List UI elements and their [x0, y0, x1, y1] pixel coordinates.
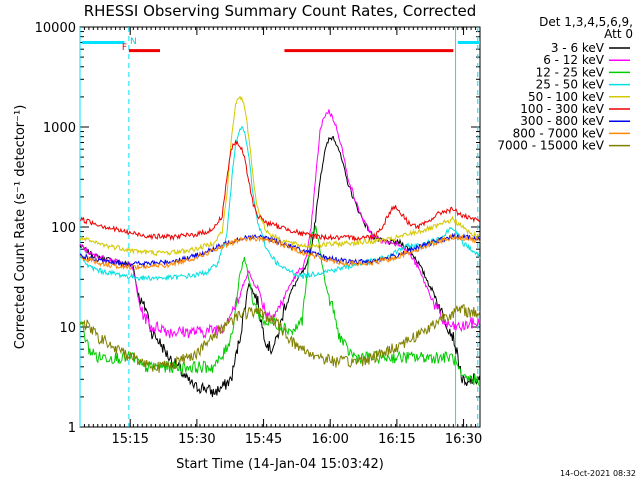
- x-tick-label: 16:15: [378, 432, 415, 447]
- series-line-4: [79, 126, 481, 282]
- legend-header-line-2: Att 0: [604, 27, 633, 41]
- x-tick-label: 16:30: [445, 432, 482, 447]
- legend-label: 6 - 12 keV: [543, 53, 605, 67]
- plot-area: 1 10 100 1000 10000 15:15 15:30 15:45 16:00 16:15…: [35, 21, 483, 447]
- y-tick-label: 1: [68, 421, 76, 436]
- x-tick-label: 16:00: [311, 432, 348, 447]
- legend-label: 50 - 100 keV: [528, 90, 605, 104]
- x-tick-label: 15:15: [111, 432, 148, 447]
- legend-label: 25 - 50 keV: [536, 78, 605, 92]
- legend-label: 100 - 300 keV: [520, 102, 604, 116]
- flag-annotation: F: [122, 43, 127, 53]
- legend-header-line-1: Det 1,3,4,5,6,9,: [539, 15, 633, 29]
- x-axis-label: Start Time (14-Jan-04 15:03:42): [176, 457, 384, 472]
- y-tick-label: 1000: [43, 121, 76, 136]
- chart-title: RHESSI Observing Summary Count Rates, Co…: [84, 2, 477, 20]
- y-tick-label: 100: [51, 221, 76, 236]
- x-tick-label: 15:45: [245, 432, 282, 447]
- flag-annotation: N: [130, 37, 137, 47]
- legend-label: 800 - 7000 keV: [513, 126, 605, 140]
- y-tick-label: 10: [59, 321, 76, 336]
- series-line-2: [79, 109, 481, 339]
- footer-timestamp: 14-Oct-2021 08:32: [560, 469, 636, 478]
- x-tick-label: 15:30: [178, 432, 215, 447]
- y-tick-label: 10000: [35, 21, 76, 36]
- legend-label: 12 - 25 keV: [536, 65, 605, 79]
- legend-label: 3 - 6 keV: [551, 41, 605, 55]
- series-line-9: [79, 304, 481, 373]
- legend-label: 300 - 800 keV: [520, 114, 604, 128]
- y-axis-label: Corrected Count Rate (s⁻¹ detector⁻¹): [13, 105, 28, 350]
- legend-label: 7000 - 15000 keV: [497, 139, 604, 153]
- series-line-8: [79, 233, 481, 270]
- series-line-6: [79, 139, 481, 242]
